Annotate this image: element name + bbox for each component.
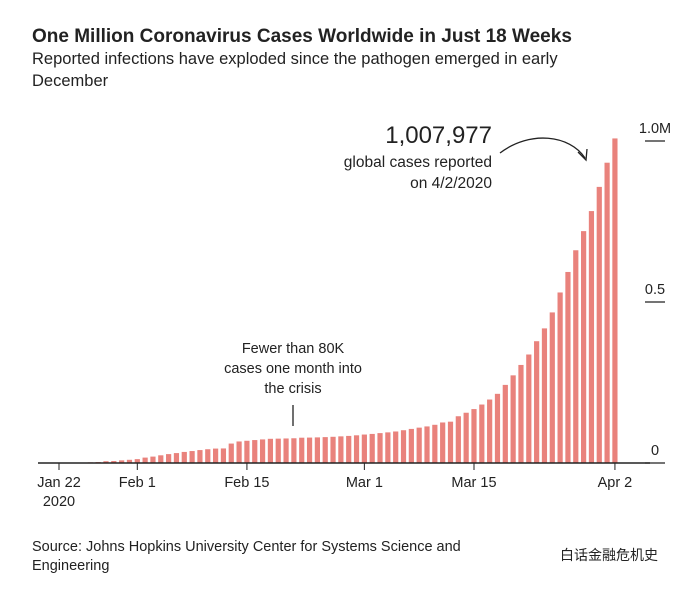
x-tick-label: Apr 2 bbox=[598, 475, 633, 491]
bar bbox=[369, 433, 375, 463]
bar bbox=[353, 435, 360, 463]
bar bbox=[228, 443, 234, 463]
bar bbox=[158, 455, 164, 463]
arrow bbox=[499, 137, 586, 159]
annotation: global cases reported bbox=[344, 154, 492, 171]
bar bbox=[275, 438, 281, 463]
bar bbox=[502, 384, 508, 463]
source: Source: Johns Hopkins University Center … bbox=[32, 539, 461, 555]
y-tick-label: 0 bbox=[651, 443, 659, 459]
bar bbox=[494, 393, 501, 463]
bar bbox=[205, 449, 211, 463]
bar bbox=[440, 422, 446, 463]
subtitle: December bbox=[32, 72, 109, 90]
bar bbox=[166, 454, 172, 463]
bar bbox=[447, 421, 454, 463]
x-tick-label: Feb 1 bbox=[119, 475, 156, 491]
chart-title: One Million Coronavirus Cases Worldwide … bbox=[32, 26, 572, 47]
annotation: 1,007,977 bbox=[385, 122, 492, 149]
bar bbox=[173, 453, 180, 463]
bar bbox=[573, 250, 579, 463]
bar bbox=[581, 231, 587, 463]
bar bbox=[393, 431, 399, 463]
bar bbox=[400, 430, 407, 463]
bar bbox=[134, 459, 140, 463]
bar bbox=[259, 439, 266, 463]
x-tick-label: 2020 bbox=[43, 494, 75, 510]
annotation: on 4/2/2020 bbox=[410, 175, 492, 192]
x-tick-label: Mar 1 bbox=[346, 475, 383, 491]
bar bbox=[510, 375, 516, 463]
bar bbox=[220, 448, 227, 463]
y-tick-label: 1.0M bbox=[639, 121, 671, 137]
bar bbox=[346, 435, 352, 463]
bar bbox=[236, 441, 242, 463]
annotation: the crisis bbox=[264, 381, 321, 397]
bar bbox=[103, 461, 109, 463]
bar bbox=[361, 434, 367, 463]
annotation: Fewer than 80K bbox=[242, 341, 345, 357]
x-tick-label: Jan 22 bbox=[37, 475, 81, 491]
watermark: 白话金融危机史 bbox=[560, 547, 658, 563]
bar bbox=[283, 438, 289, 463]
x-tick-label: Feb 15 bbox=[224, 475, 269, 491]
bar bbox=[377, 433, 383, 463]
bar bbox=[267, 438, 274, 463]
x-tick-label: Mar 15 bbox=[451, 475, 496, 491]
bar bbox=[338, 436, 344, 463]
bar bbox=[126, 459, 133, 463]
bar bbox=[541, 328, 548, 463]
bar bbox=[518, 364, 524, 463]
bar bbox=[252, 440, 258, 463]
bar bbox=[408, 428, 414, 463]
bar bbox=[557, 292, 563, 463]
subtitle: Reported infections have exploded since … bbox=[32, 50, 558, 68]
bar bbox=[111, 461, 117, 463]
bar bbox=[181, 451, 187, 463]
bar bbox=[588, 211, 595, 463]
bar bbox=[479, 404, 485, 463]
source: Engineering bbox=[32, 558, 109, 574]
bar bbox=[565, 271, 571, 463]
bar bbox=[299, 437, 305, 463]
bar bbox=[534, 341, 540, 463]
bar bbox=[322, 437, 328, 463]
bar bbox=[385, 432, 391, 463]
bar bbox=[604, 162, 610, 464]
bar bbox=[330, 436, 336, 463]
bar bbox=[596, 186, 602, 463]
bar bbox=[612, 138, 618, 464]
bar bbox=[471, 409, 477, 463]
bar bbox=[119, 460, 125, 463]
bar bbox=[150, 456, 156, 463]
bar bbox=[142, 457, 148, 463]
bar bbox=[314, 437, 320, 463]
bar bbox=[432, 424, 438, 463]
bar bbox=[416, 427, 422, 463]
bar bbox=[549, 312, 555, 463]
bar bbox=[424, 426, 430, 463]
bar bbox=[487, 399, 493, 463]
bar bbox=[306, 437, 313, 463]
bar bbox=[463, 412, 469, 463]
bar bbox=[197, 450, 203, 463]
annotation: cases one month into bbox=[224, 361, 362, 377]
bar bbox=[244, 440, 250, 463]
bar bbox=[455, 416, 461, 463]
bar bbox=[213, 448, 219, 463]
arrow-head bbox=[577, 148, 588, 162]
bar bbox=[291, 438, 297, 463]
bar bbox=[526, 354, 532, 463]
bar bbox=[189, 451, 195, 463]
y-tick-label: 0.5 bbox=[645, 282, 665, 298]
